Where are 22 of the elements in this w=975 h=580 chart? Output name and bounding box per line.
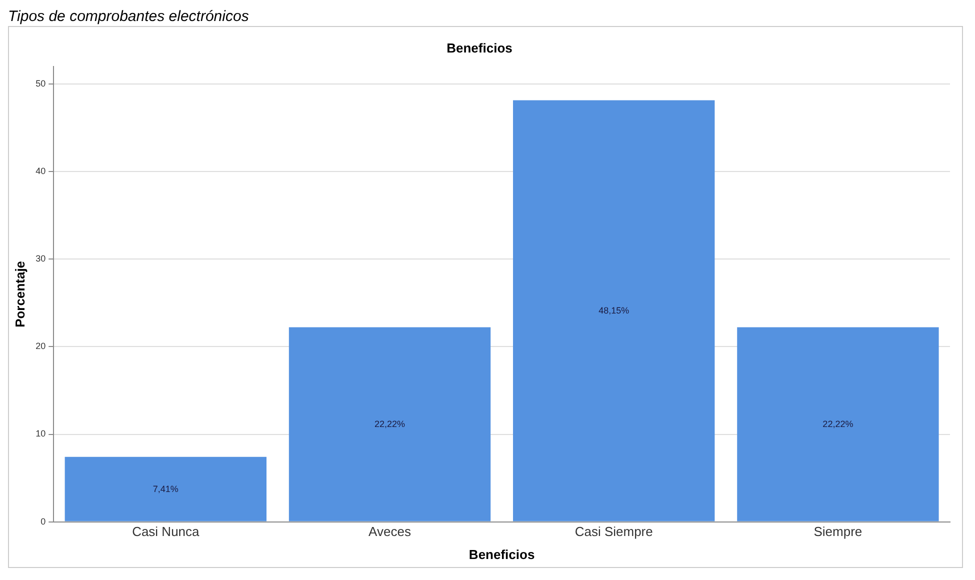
data-label: 7,41% — [152, 484, 178, 494]
bar — [737, 327, 939, 522]
bar — [288, 327, 491, 522]
chart-title: Beneficios — [446, 40, 512, 56]
y-tick-label: 40 — [36, 166, 46, 176]
y-tick-label: 10 — [36, 428, 46, 439]
data-label: 22,22% — [822, 419, 854, 430]
bar — [64, 456, 267, 522]
y-tick-label: 50 — [36, 78, 46, 89]
y-tick-label: 20 — [36, 341, 46, 352]
x-tick-label: Casi Nunca — [132, 524, 200, 540]
x-tick-label: Aveces — [368, 524, 412, 540]
data-label: 22,22% — [374, 419, 406, 430]
x-axis-title: Beneficios — [468, 546, 535, 562]
y-tick-label: 30 — [36, 254, 46, 264]
y-axis-title: Porcentaje — [12, 260, 28, 328]
x-tick-label: Siempre — [814, 524, 862, 540]
data-label: 48,15% — [598, 306, 630, 316]
y-tick-label: 0 — [40, 516, 46, 526]
x-tick-label: Casi Siempre — [574, 524, 653, 540]
bar — [513, 100, 715, 522]
text: Tipos de comprobantes electrónicos — [8, 8, 250, 26]
